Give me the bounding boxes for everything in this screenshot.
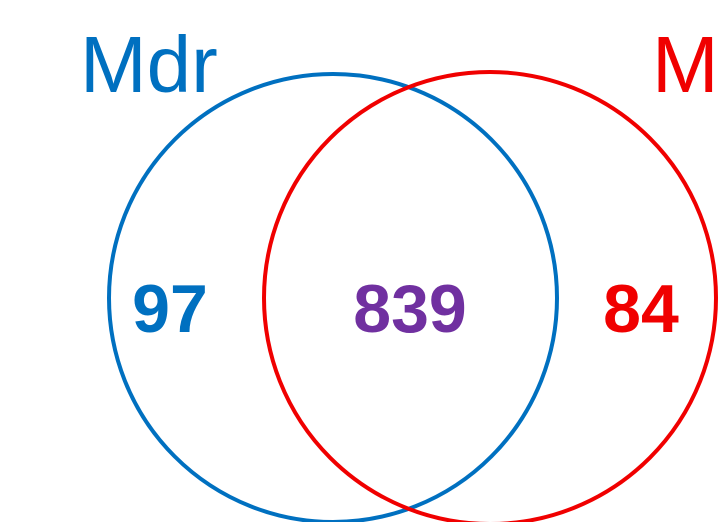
set-circle [262,70,718,522]
region-count: 84 [603,271,679,347]
set-label: Mdr [80,20,218,109]
set-circle [107,72,559,522]
set-label: M [652,20,719,109]
region-count: 839 [353,271,466,347]
region-count: 97 [132,271,208,347]
